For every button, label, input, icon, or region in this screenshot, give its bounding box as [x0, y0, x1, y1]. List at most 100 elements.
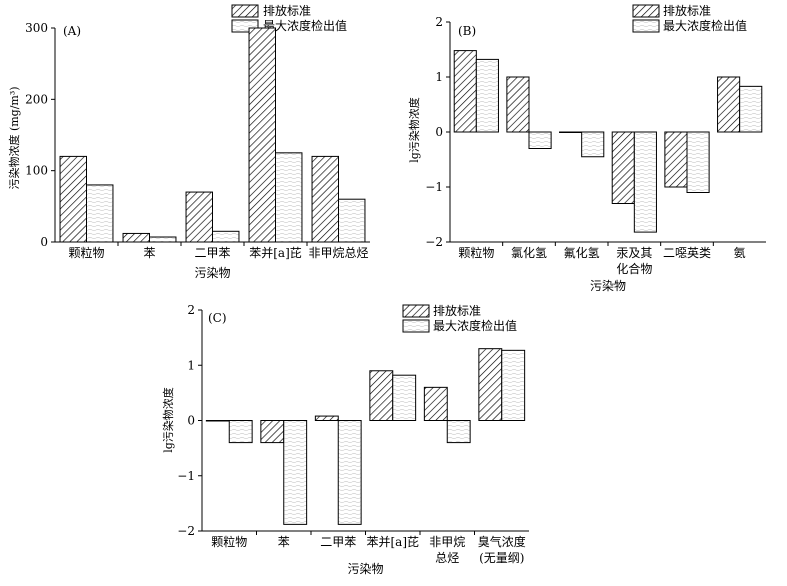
bar-emission-standard	[205, 420, 230, 422]
bar-emission-standard	[559, 131, 583, 133]
bar-max-detected	[149, 236, 177, 243]
bar-emission-standard	[478, 348, 503, 421]
y-tick-label: −1	[177, 469, 195, 483]
bar-max-detected	[501, 349, 526, 421]
panel-label-c: (C)	[208, 311, 227, 325]
y-tick-label: −2	[177, 524, 195, 538]
panel-c: lg污染物浓度 (C) 排放标准 最大浓度检出值 −2 −1 0 1 2 颗粒物 苯 二甲苯苯…	[161, 303, 529, 576]
legend-label-detection: 最大浓度检出值	[263, 18, 347, 33]
legend-label-emission: 排放标准	[433, 303, 481, 318]
bar-max-detected	[275, 152, 303, 243]
category-label: 非甲烷总烃	[308, 246, 368, 260]
bar-max-detected	[392, 374, 417, 422]
category-label: 氯化氢	[511, 245, 547, 260]
bar-emission-standard	[423, 386, 448, 422]
category-label: 总烃	[435, 551, 459, 565]
y-tick-label: 0	[40, 235, 48, 249]
category-label: 苯	[278, 535, 290, 549]
category-label: 颗粒物	[68, 245, 104, 260]
y-tick-label: 200	[25, 92, 48, 106]
category-label: 苯	[143, 246, 155, 260]
y-tick-label: 2	[187, 303, 195, 317]
category-label: 颗粒物	[458, 245, 494, 260]
bar-emission-standard	[59, 155, 87, 243]
legend-b: 排放标准 最大浓度检出值	[632, 3, 747, 33]
y-axis-title-text: lg污染物浓度	[161, 387, 175, 453]
y-axis-title-b: lg污染物浓度	[407, 97, 421, 163]
bar-max-detected	[212, 230, 240, 243]
legend-a: 排放标准 最大浓度检出值	[231, 3, 347, 33]
legend-label-detection: 最大浓度检出值	[433, 318, 517, 333]
panel-label-a: (A)	[63, 24, 81, 38]
bar-emission-standard	[717, 76, 741, 133]
bar-max-detected	[528, 131, 552, 149]
x-axis-title: 污染物	[194, 265, 230, 280]
bar-emission-standard	[311, 155, 340, 243]
category-label: 二甲苯	[194, 246, 230, 260]
legend-label-emission: 排放标准	[263, 3, 311, 18]
y-tick-label: 2	[435, 15, 443, 29]
category-label: 化合物	[616, 261, 652, 276]
bar-max-detected	[86, 184, 114, 243]
category-label: 臭气浓度	[478, 534, 526, 549]
bar-max-detected	[228, 420, 253, 444]
bar-max-detected	[475, 58, 499, 133]
bar-max-detected	[633, 131, 657, 233]
y-tick-label: 100	[25, 164, 48, 178]
bar-max-detected	[338, 198, 366, 243]
category-label: (无量纲)	[479, 551, 524, 565]
legend-swatch-detection	[632, 19, 660, 33]
bar-emission-standard	[314, 415, 339, 421]
y-axis-title-a: 污染物浓度 (mg/m³)	[7, 86, 21, 189]
category-label: 汞及其	[616, 246, 652, 260]
bar-emission-standard	[453, 50, 477, 133]
y-axis-title-text: lg污染物浓度	[407, 97, 421, 163]
y-tick-label: −1	[425, 180, 443, 194]
y-tick-label: 1	[435, 70, 443, 84]
bar-max-detected	[337, 420, 362, 525]
y-tick-label: 300	[25, 21, 48, 35]
y-tick-label: 0	[435, 125, 443, 139]
bar-emission-standard	[122, 232, 150, 243]
y-tick-label: −2	[425, 235, 443, 249]
category-label: 氨	[734, 246, 746, 260]
panel-b: lg污染物浓度 (B) 排放标准 最大浓度检出值 −2 −1 0 1 2 颗粒物 氯化氢 氟化…	[407, 3, 766, 293]
legend-swatch-detection	[402, 319, 430, 333]
legend-swatch-emission	[231, 4, 259, 18]
category-label: 二噁英类	[663, 246, 711, 260]
bar-max-detected	[739, 85, 763, 133]
bar-max-detected	[581, 131, 605, 158]
y-tick-label: 0	[187, 414, 195, 428]
bar-emission-standard	[506, 76, 530, 133]
bar-max-detected	[283, 420, 308, 525]
category-label: 苯并[a]芘	[366, 534, 419, 549]
bar-emission-standard	[369, 370, 394, 421]
x-axis-title: 污染物	[590, 278, 626, 293]
bar-max-detected	[446, 420, 471, 444]
category-label: 氟化氢	[564, 245, 600, 260]
panel-label-b: (B)	[458, 24, 476, 38]
legend-label-detection: 最大浓度检出值	[663, 18, 747, 33]
legend-label-emission: 排放标准	[663, 3, 711, 18]
bar-emission-standard	[260, 420, 285, 444]
category-label: 二甲苯	[320, 535, 356, 549]
bar-max-detected	[686, 131, 710, 193]
y-axis-title-c: lg污染物浓度	[161, 387, 175, 453]
legend-swatch-emission	[402, 304, 430, 318]
category-label: 颗粒物	[211, 534, 247, 549]
legend-swatch-emission	[632, 4, 660, 18]
bar-emission-standard	[611, 131, 635, 204]
plot-area-c: −2 −1 0 1 2 颗粒物 苯 二甲苯 苯并[a]芘 非甲烷总烃 臭气浓度 (无量纲) 污染物	[177, 303, 529, 576]
bar-emission-standard	[248, 27, 276, 243]
y-axis-title-text: 污染物浓度 (mg/m³)	[7, 86, 21, 189]
y-tick-label: 1	[187, 358, 195, 372]
x-axis-title: 污染物	[347, 561, 383, 576]
category-label: 非甲烷	[429, 535, 465, 549]
panel-a: 污染物浓度 (mg/m³) (A) 排放标准 最大浓度检出值 0 100 200 30…	[7, 3, 370, 280]
category-label: 苯并[a]芘	[249, 245, 302, 260]
legend-c: 排放标准 最大浓度检出值	[402, 303, 517, 333]
bar-emission-standard	[185, 191, 213, 243]
